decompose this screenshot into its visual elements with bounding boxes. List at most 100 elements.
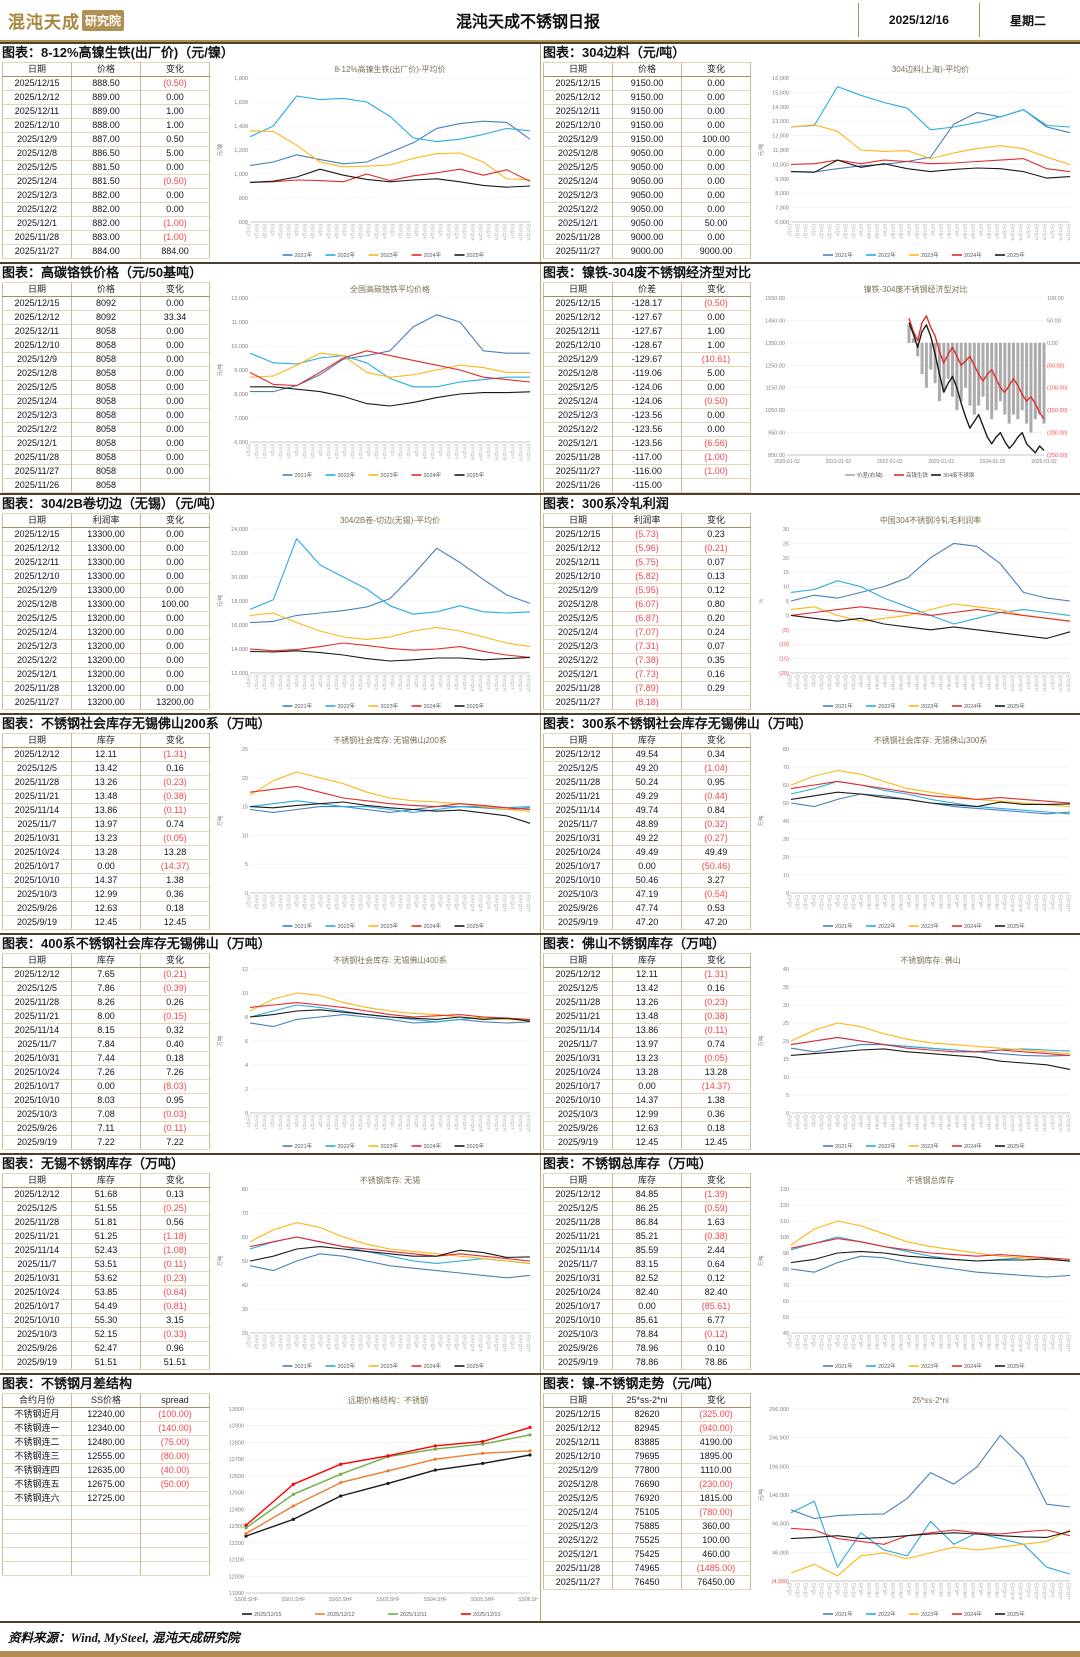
table-row: 2025/12/12 51.68 0.13: [2, 1187, 210, 1202]
cell-date: 2025/12/15: [543, 76, 613, 91]
cell-value: 55.30: [71, 1313, 141, 1328]
column-header: 价格: [71, 282, 141, 297]
column-header: 日期: [2, 733, 72, 748]
svg-text:11月2日: 11月2日: [486, 224, 491, 238]
svg-text:15: 15: [242, 805, 248, 811]
svg-text:10: 10: [783, 1075, 789, 1081]
column-header: 日期: [543, 1173, 613, 1188]
svg-text:6月22日: 6月22日: [382, 444, 387, 459]
cell-date: 2025/11/28: [543, 1561, 613, 1576]
svg-text:10月12日: 10月12日: [1010, 224, 1015, 241]
svg-text:5月22日: 5月22日: [899, 895, 904, 910]
svg-text:3月12日: 3月12日: [302, 1115, 307, 1130]
column-header: 库存: [71, 953, 141, 968]
svg-text:12月12日: 12月12日: [518, 1115, 523, 1132]
cell-value: 76450: [612, 1575, 682, 1590]
svg-text:20: 20: [783, 556, 789, 562]
table-row: 2025/11/27 (8.18): [543, 695, 751, 710]
cell-change: 0.35: [681, 653, 751, 668]
svg-text:8月12日: 8月12日: [422, 444, 427, 459]
svg-text:%: %: [759, 598, 765, 603]
svg-text:5月22日: 5月22日: [358, 675, 363, 690]
svg-text:2025年: 2025年: [467, 702, 485, 710]
cell-date: 2025/12/1: [543, 667, 613, 682]
cell-change: 0.00: [681, 422, 751, 437]
table-row: 2025/12/5 8058 0.00: [2, 380, 210, 395]
svg-text:600: 600: [239, 220, 248, 226]
svg-text:11月2日: 11月2日: [486, 895, 491, 909]
cell-change: 78.86: [681, 1355, 751, 1370]
cell-change: 0.32: [140, 1023, 210, 1038]
cell-value: 8058: [71, 464, 141, 479]
cell-change: (0.23): [140, 775, 210, 790]
svg-text:7月12日: 7月12日: [938, 1335, 943, 1350]
svg-text:5月22日: 5月22日: [899, 1583, 904, 1598]
svg-text:8月12日: 8月12日: [422, 224, 427, 239]
cell-change: 1110.00: [681, 1463, 751, 1478]
cell-date: 2025/12/3: [2, 408, 72, 423]
table-row: 2025/11/21 51.25 (1.18): [2, 1229, 210, 1244]
cell-value: 13.86: [71, 803, 141, 818]
svg-text:2月12日: 2月12日: [819, 1583, 824, 1598]
svg-text:9月22日: 9月22日: [454, 1335, 459, 1350]
table-row: 2025/11/27 -116.00 (1.00): [543, 464, 751, 479]
svg-text:12月12日: 12月12日: [1058, 895, 1063, 912]
svg-text:2025年: 2025年: [1007, 1362, 1025, 1370]
table-row: 2025/10/24 82.40 82.40: [543, 1285, 751, 1300]
table-row: 2025/12/10 13300.00 0.00: [2, 569, 210, 584]
cell-value: 9000.00: [612, 244, 682, 259]
cell-change: 0.95: [681, 775, 751, 790]
svg-text:50.00: 50.00: [1047, 318, 1061, 324]
panel-p9: 图表：400系不锈钢社会库存无锡佛山（万吨） 日期 库存 变化 2025/12/12 7.…: [0, 935, 540, 1153]
cell-change: 460.00: [681, 1547, 751, 1562]
cell-date: 2025/11/27: [543, 1575, 613, 1590]
svg-text:8月2日: 8月2日: [414, 675, 419, 687]
table-row: 2025/12/4 75105 (780.00): [543, 1505, 751, 1520]
table-row: 2025/12/9 8058 0.00: [2, 352, 210, 367]
cell-value: 8.03: [71, 1093, 141, 1108]
cell-date: 2025/12/4: [543, 174, 613, 189]
cell-change: (0.12): [681, 1327, 751, 1342]
table-row: 2025/10/31 13.23 (0.05): [543, 1051, 751, 1066]
svg-text:25: 25: [783, 541, 789, 547]
column-header: 变化: [681, 282, 751, 297]
cell-value: 47.20: [612, 915, 682, 930]
svg-text:元/吨: 元/吨: [216, 594, 224, 607]
svg-text:8,000: 8,000: [234, 392, 248, 398]
cell-date: 2025/12/8: [543, 597, 613, 612]
svg-text:价差(右轴): 价差(右轴): [857, 471, 883, 479]
cell-value: -124.06: [612, 394, 682, 409]
svg-text:2月22日: 2月22日: [827, 224, 832, 239]
table-row: 2025/12/12 12.11 (1.31): [2, 747, 210, 762]
table-row: 2025/10/3 47.19 (0.54): [543, 887, 751, 902]
cell-change: 0.00: [140, 681, 210, 696]
column-header: 日期: [2, 513, 72, 528]
cell-value: -127.67: [612, 310, 682, 325]
svg-text:8月2日: 8月2日: [414, 895, 419, 907]
cell-change: 0.18: [140, 1051, 210, 1066]
cell-change: 0.00: [140, 422, 210, 437]
cell-date: 2025/10/17: [2, 859, 72, 874]
svg-text:2月2日: 2月2日: [270, 1115, 275, 1127]
data-table: 日期 价格 变化 2025/12/15 8092 0.00 2025/12/12 8092 33…: [2, 282, 210, 493]
cell-change: [140, 478, 210, 493]
svg-text:SS06.SHF: SS06.SHF: [518, 1597, 538, 1603]
cell-date: 2025/11/28: [2, 681, 72, 696]
svg-text:12800: 12800: [229, 1440, 244, 1446]
svg-text:8月22日: 8月22日: [430, 1115, 435, 1130]
svg-text:10月2日: 10月2日: [1002, 1115, 1007, 1130]
cell-value: 0.00: [612, 1299, 682, 1314]
cell-change: 1.00: [681, 338, 751, 353]
svg-text:镍铁-304废不锈钢经济型对比: 镍铁-304废不锈钢经济型对比: [863, 284, 967, 294]
cell-change: 0.00: [140, 366, 210, 381]
cell-change: 0.16: [681, 667, 751, 682]
panel-title: 图表：高碳铬铁价格（元/50基吨）: [2, 265, 203, 280]
svg-text:10月22日: 10月22日: [1018, 1583, 1023, 1600]
cell-change: (0.11): [140, 803, 210, 818]
cell-change: 1895.00: [681, 1449, 751, 1464]
cell-change: 0.40: [140, 1037, 210, 1052]
svg-text:16,000: 16,000: [772, 76, 789, 82]
svg-text:100.00: 100.00: [1047, 296, 1064, 302]
cell-change: 0.13: [681, 569, 751, 584]
svg-text:10月12日: 10月12日: [1010, 1583, 1015, 1600]
